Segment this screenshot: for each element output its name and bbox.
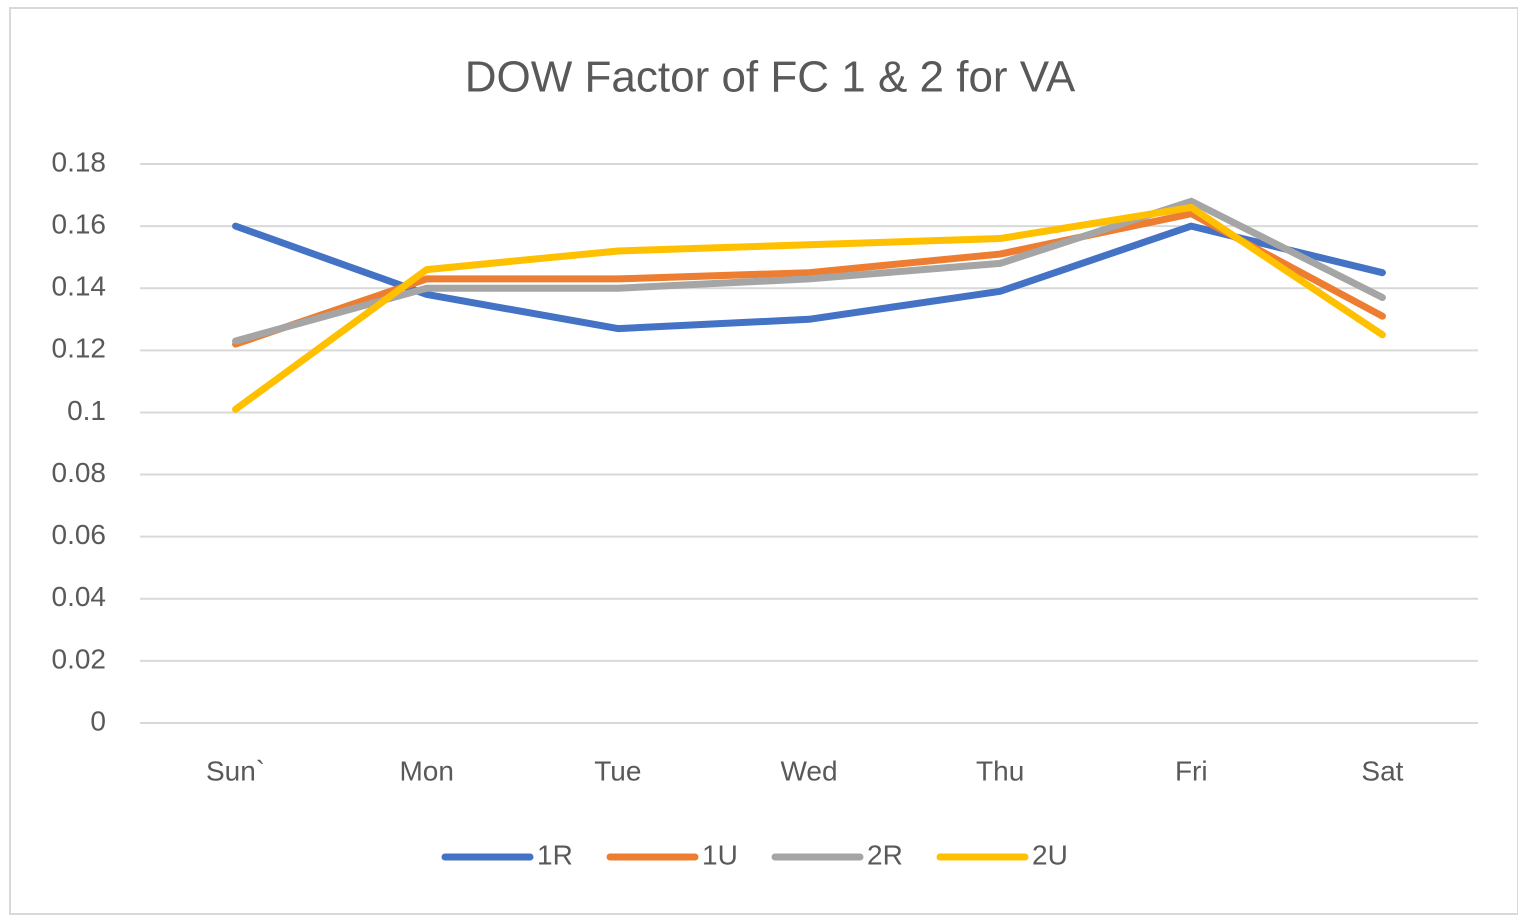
x-tick-label: Wed (780, 755, 837, 786)
x-tick-label: Fri (1175, 755, 1208, 786)
y-tick-label: 0.16 (52, 209, 107, 240)
chart-frame (9, 7, 1518, 915)
series-line (232, 222, 1386, 333)
x-tick-label: Sun` (206, 755, 265, 786)
y-tick-label: 0 (90, 705, 106, 736)
legend-label: 1U (702, 839, 738, 870)
x-tick-label: Sat (1361, 755, 1403, 786)
series-line (232, 197, 1386, 345)
legend-label: 1R (537, 839, 573, 870)
y-tick-label: 0.18 (52, 146, 107, 177)
y-tick-label: 0.04 (52, 581, 107, 612)
legend-label: 2R (867, 839, 903, 870)
legend-label: 2U (1032, 839, 1068, 870)
series-line (232, 210, 1386, 348)
x-tick-label: Mon (399, 755, 453, 786)
series-line (232, 203, 1386, 413)
x-tick-label: Thu (976, 755, 1024, 786)
y-tick-label: 0.02 (52, 643, 107, 674)
y-tick-label: 0.08 (52, 457, 107, 488)
x-tick-label: Tue (594, 755, 641, 786)
y-tick-label: 0.06 (52, 519, 107, 550)
y-tick-label: 0.14 (52, 271, 107, 302)
y-tick-label: 0.1 (67, 395, 106, 426)
y-tick-label: 0.12 (52, 333, 107, 364)
chart-title: DOW Factor of FC 1 & 2 for VA (465, 53, 1076, 102)
